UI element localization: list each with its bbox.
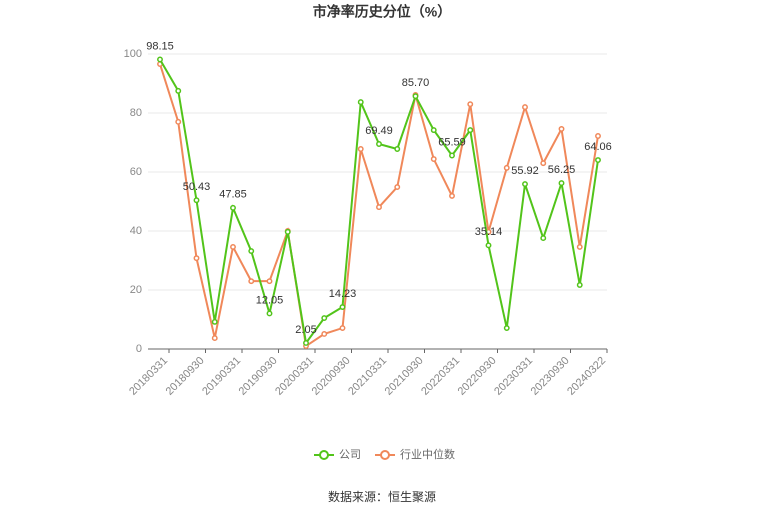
point — [376, 141, 382, 147]
point — [394, 184, 401, 190]
point — [175, 87, 182, 94]
data-label: 35.14 — [475, 226, 503, 238]
x-tick-label: 20200331 — [273, 355, 316, 398]
data-label: 64.06 — [584, 141, 612, 153]
legend-label: 公司 — [339, 449, 361, 461]
point — [595, 157, 601, 163]
y-tick-label: 40 — [130, 225, 142, 237]
x-tick-label: 20230331 — [492, 355, 535, 398]
point — [485, 242, 492, 249]
point — [558, 125, 565, 132]
point — [595, 133, 601, 139]
point — [266, 310, 273, 317]
point — [211, 335, 218, 342]
data-label: 14.23 — [329, 288, 357, 300]
point — [339, 325, 346, 332]
point — [376, 204, 382, 211]
y-tick-label: 20 — [130, 284, 142, 296]
x-tick-label: 20230930 — [529, 355, 572, 398]
point — [412, 93, 419, 100]
point — [522, 104, 528, 111]
point — [467, 101, 474, 108]
point — [576, 243, 583, 250]
point — [449, 192, 455, 199]
data-label: 56.25 — [548, 164, 576, 176]
source: 数据来源：恒生聚源 — [328, 489, 436, 504]
y-tick-label: 80 — [130, 107, 142, 119]
point — [157, 56, 163, 63]
x-tick-label: 20220930 — [456, 355, 499, 398]
point — [522, 181, 528, 187]
legend-marker — [319, 450, 329, 460]
y-tick-label: 60 — [130, 166, 142, 178]
data-label: 85.70 — [402, 77, 430, 89]
x-tick-label: 20190331 — [200, 355, 243, 398]
data-label: 69.49 — [365, 125, 393, 137]
point — [430, 127, 437, 134]
point — [303, 340, 309, 346]
point — [503, 325, 510, 332]
x-tick-label: 20210331 — [346, 355, 389, 398]
data-label: 65.59 — [438, 136, 466, 148]
point — [540, 160, 547, 167]
point — [357, 99, 364, 106]
point — [430, 156, 437, 162]
point — [558, 180, 565, 187]
series-line — [159, 58, 599, 346]
point — [193, 197, 200, 204]
point — [266, 278, 273, 285]
point — [321, 315, 328, 321]
point — [449, 152, 455, 159]
point — [394, 146, 401, 152]
point — [248, 278, 255, 285]
legend-label: 行业中位数 — [400, 447, 455, 461]
data-label: 50.43 — [183, 181, 211, 193]
x-tick-label: 20190930 — [237, 355, 280, 398]
data-label: 47.85 — [219, 189, 247, 201]
point — [175, 118, 182, 125]
y-tick-label: 0 — [136, 343, 142, 355]
point — [284, 228, 291, 235]
x-tick-label: 20210930 — [383, 355, 426, 398]
point — [576, 282, 583, 288]
legend-marker — [380, 450, 390, 460]
point — [248, 248, 255, 255]
point — [193, 255, 200, 262]
point — [230, 204, 236, 211]
x-tick-label: 20240322 — [565, 355, 608, 398]
data-label: 55.92 — [511, 165, 539, 177]
y-tick-label: 100 — [124, 48, 142, 60]
point — [230, 243, 236, 250]
data-label: 2.05 — [295, 324, 316, 336]
point — [540, 235, 547, 242]
x-tick-label: 20200930 — [310, 355, 353, 398]
point — [503, 164, 510, 171]
point — [211, 318, 218, 325]
point — [357, 146, 364, 152]
data-label: 12.05 — [256, 294, 284, 306]
x-tick-label: 20180930 — [164, 355, 207, 398]
data-label: 98.15 — [146, 40, 174, 52]
point — [339, 304, 346, 310]
point — [321, 331, 328, 337]
x-tick-label: 20180331 — [127, 355, 170, 398]
x-tick-label: 20220331 — [419, 355, 462, 398]
point — [467, 127, 474, 134]
chart-title: 市净率历史分位（%） — [313, 4, 451, 20]
